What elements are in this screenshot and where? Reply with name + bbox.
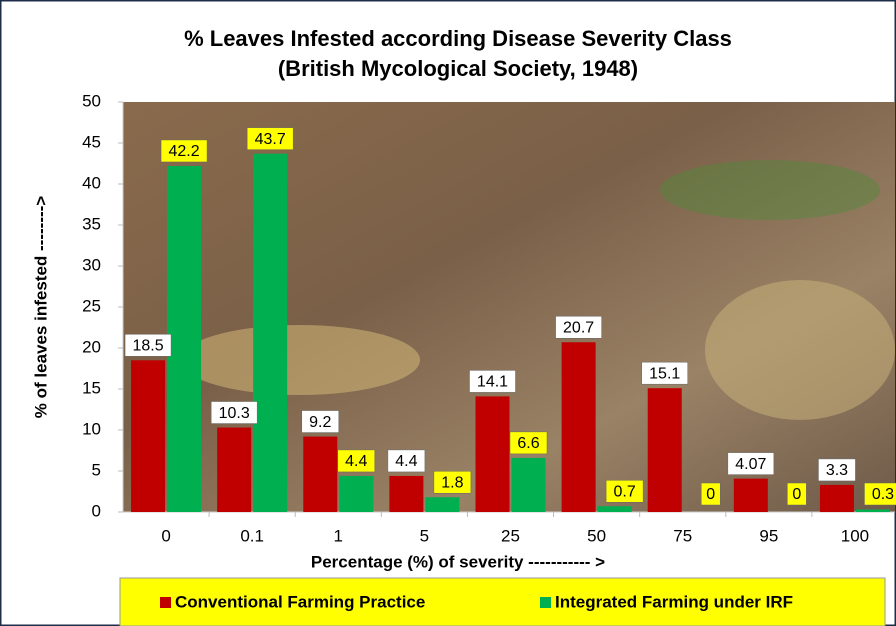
y-tick-label: 50 (82, 91, 101, 110)
x-tick-label: 0 (161, 526, 170, 545)
x-tick-label: 50 (587, 526, 606, 545)
chart-subtitle: (British Mycological Society, 1948) (278, 56, 638, 81)
legend-swatch (160, 597, 171, 608)
bar (217, 428, 251, 512)
legend-label: Integrated Farming under IRF (555, 592, 793, 611)
chart-title: % Leaves Infested according Disease Seve… (184, 26, 732, 51)
bar (820, 485, 854, 512)
bar (253, 154, 287, 512)
y-tick-label: 20 (82, 337, 101, 356)
x-tick-label: 25 (501, 526, 520, 545)
x-tick-label: 0.1 (240, 526, 264, 545)
y-tick-label: 30 (82, 255, 101, 274)
value-label: 6.6 (517, 435, 539, 452)
x-tick-label: 95 (759, 526, 778, 545)
bar (598, 506, 632, 512)
value-label: 9.2 (309, 414, 331, 431)
x-tick-label: 100 (841, 526, 869, 545)
value-label: 14.1 (477, 374, 508, 391)
bar (339, 476, 373, 512)
value-label: 15.1 (649, 365, 680, 382)
y-tick-label: 25 (82, 296, 101, 315)
value-label: 18.5 (132, 338, 163, 355)
value-label: 43.7 (255, 131, 286, 148)
x-tick-label: 5 (420, 526, 429, 545)
y-axis-title: % of leaves infested --------> (31, 196, 50, 419)
bar (303, 437, 337, 512)
y-tick-label: 0 (92, 501, 101, 520)
value-label: 0 (792, 486, 801, 503)
value-label: 20.7 (563, 319, 594, 336)
background-potatoes (180, 325, 420, 395)
value-label: 10.3 (219, 405, 250, 422)
y-tick-label: 45 (82, 132, 101, 151)
bar (562, 342, 596, 512)
value-label: 0.7 (613, 483, 635, 500)
bar (856, 510, 890, 512)
legend-label: Conventional Farming Practice (175, 592, 425, 611)
bar (648, 388, 682, 512)
bar (389, 476, 423, 512)
value-label: 4.4 (345, 453, 367, 470)
y-tick-label: 15 (82, 378, 101, 397)
y-tick-label: 10 (82, 419, 101, 438)
value-label: 3.3 (826, 462, 848, 479)
y-tick-label: 5 (92, 460, 101, 479)
bar (167, 166, 201, 512)
legend-swatch (540, 597, 551, 608)
y-tick-label: 40 (82, 173, 101, 192)
value-label: 4.4 (395, 453, 417, 470)
value-label: 0 (706, 486, 715, 503)
value-label: 4.07 (735, 456, 766, 473)
bar (425, 497, 459, 512)
x-axis-title: Percentage (%) of severity ----------- > (311, 552, 605, 571)
value-label: 1.8 (441, 474, 463, 491)
x-tick-label: 1 (334, 526, 343, 545)
value-label: 0.3 (872, 486, 894, 503)
chart: % Leaves Infested according Disease Seve… (0, 0, 896, 626)
x-tick-label: 75 (673, 526, 692, 545)
value-label: 42.2 (168, 143, 199, 160)
y-tick-label: 35 (82, 214, 101, 233)
bar (734, 479, 768, 512)
background-plants (660, 160, 880, 220)
bar (476, 396, 510, 512)
background-potatoes (705, 280, 895, 420)
bar (131, 360, 165, 512)
bar (512, 458, 546, 512)
